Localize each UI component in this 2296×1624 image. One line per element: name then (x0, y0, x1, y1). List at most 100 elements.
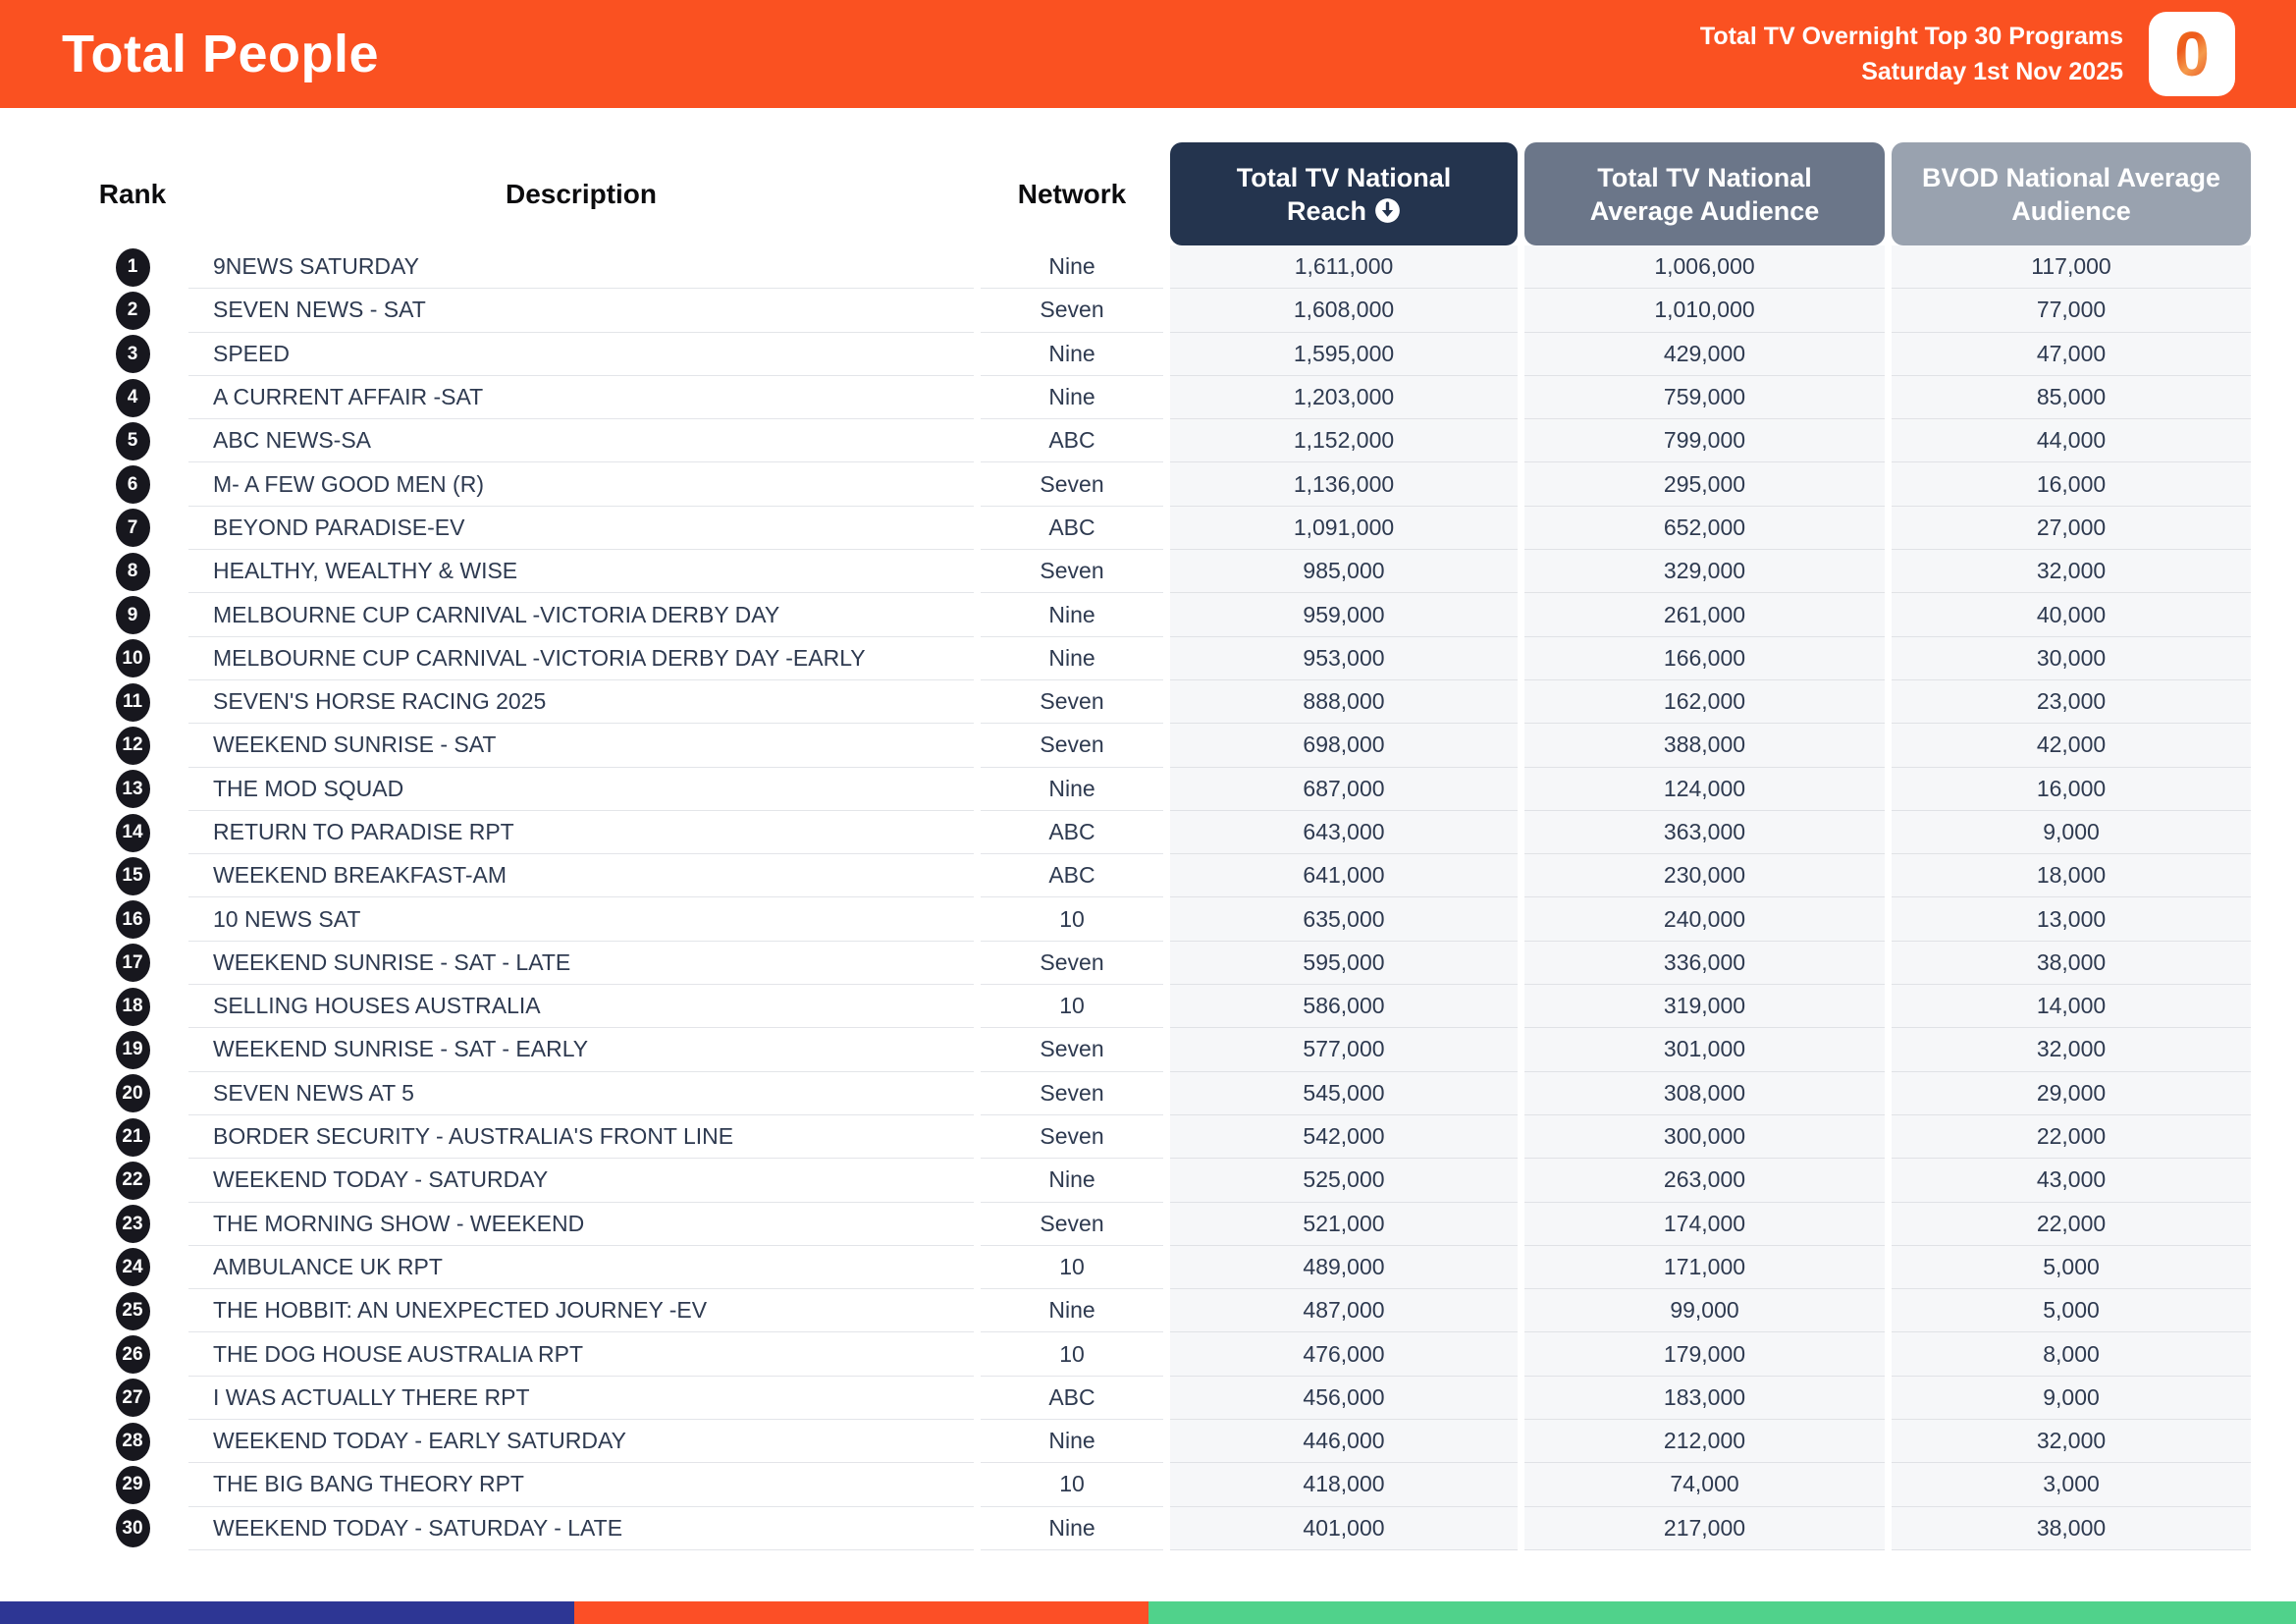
rank-badge: 24 (115, 1248, 150, 1287)
footer-segment-orange (573, 1601, 1148, 1624)
total-tv-reach-cell: 418,000 (1170, 1463, 1518, 1507)
description-cell: WEEKEND SUNRISE - SAT - LATE (188, 942, 974, 986)
network-cell: 10 (981, 897, 1163, 942)
total-tv-avg-audience-cell: 217,000 (1524, 1506, 1885, 1550)
rank-cell: 24 (83, 1246, 182, 1289)
bvod-avg-audience-cell: 16,000 (1892, 767, 2251, 811)
rank-badge: 3 (115, 335, 150, 374)
column-header-total-tv-reach[interactable]: Total TV National Reach (1170, 142, 1518, 245)
total-tv-reach-cell: 1,611,000 (1170, 245, 1518, 290)
network-cell: Nine (981, 593, 1163, 637)
table-row: 1 9NEWS SATURDAY Nine 1,611,000 1,006,000 117… (83, 245, 2251, 290)
total-tv-reach-cell: 487,000 (1170, 1289, 1518, 1333)
bvod-avg-audience-cell: 30,000 (1892, 636, 2251, 680)
total-tv-reach-cell: 1,152,000 (1170, 419, 1518, 463)
rank-cell: 5 (83, 419, 182, 462)
bvod-avg-audience-cell: 38,000 (1892, 1506, 2251, 1550)
description-cell: MELBOURNE CUP CARNIVAL -VICTORIA DERBY D… (188, 637, 974, 680)
description-cell: THE MORNING SHOW - WEEKEND (188, 1203, 974, 1246)
table-row: 8 HEALTHY, WEALTHY & WISE Seven 985,000 329,… (83, 550, 2251, 594)
description-cell: RETURN TO PARADISE RPT (188, 811, 974, 855)
rank-cell: 27 (83, 1377, 182, 1420)
rank-badge: 11 (115, 682, 150, 722)
network-cell: Nine (981, 333, 1163, 376)
total-tv-reach-cell: 542,000 (1170, 1114, 1518, 1160)
description-cell: WEEKEND SUNRISE - SAT (188, 724, 974, 768)
bvod-avg-audience-cell: 9,000 (1892, 1376, 2251, 1421)
total-tv-avg-audience-cell: 295,000 (1524, 462, 1885, 507)
table-row: 14 RETURN TO PARADISE RPT ABC 643,000 363,00… (83, 810, 2251, 855)
top-banner: Total People Total TV Overnight Top 30 P… (0, 0, 2296, 108)
network-cell: Nine (981, 245, 1163, 290)
bvod-avg-audience-cell: 77,000 (1892, 289, 2251, 333)
table-row: 12 WEEKEND SUNRISE - SAT Seven 698,000 388,0… (83, 724, 2251, 768)
rank-cell: 9 (83, 593, 182, 636)
rank-badge: 23 (115, 1205, 150, 1244)
bvod-avg-audience-cell: 5,000 (1892, 1289, 2251, 1333)
rank-badge: 19 (115, 1030, 150, 1069)
description-cell: 10 NEWS SAT (188, 897, 974, 942)
column-header-bvod-avg-audience[interactable]: BVOD National Average Audience (1892, 142, 2251, 245)
rank-cell: 6 (83, 462, 182, 506)
rank-cell: 7 (83, 507, 182, 550)
network-cell: ABC (981, 1377, 1163, 1421)
description-cell: WEEKEND TODAY - SATURDAY (188, 1159, 974, 1203)
description-cell: ABC NEWS-SA (188, 419, 974, 463)
column-header-total-tv-avg-audience[interactable]: Total TV National Average Audience (1524, 142, 1885, 245)
rank-badge: 4 (115, 378, 150, 417)
rank-cell: 13 (83, 768, 182, 811)
bvod-avg-audience-cell: 85,000 (1892, 375, 2251, 420)
table-row: 16 10 NEWS SAT 10 635,000 240,000 13,000 (83, 897, 2251, 942)
total-tv-reach-cell: 1,091,000 (1170, 506, 1518, 551)
total-tv-avg-audience-cell: 74,000 (1524, 1463, 1885, 1507)
rank-cell: 26 (83, 1332, 182, 1376)
table-row: 29 THE BIG BANG THEORY RPT 10 418,000 74,000… (83, 1463, 2251, 1507)
table-row: 9 MELBOURNE CUP CARNIVAL -VICTORIA DERBY … (83, 593, 2251, 637)
description-cell: HEALTHY, WEALTHY & WISE (188, 550, 974, 594)
rank-cell: 25 (83, 1289, 182, 1332)
report-subtitle: Total TV Overnight Top 30 Programs Satur… (1700, 19, 2123, 89)
total-tv-reach-cell: 1,608,000 (1170, 289, 1518, 333)
description-cell: BORDER SECURITY - AUSTRALIA'S FRONT LINE (188, 1115, 974, 1160)
total-tv-avg-audience-cell: 230,000 (1524, 854, 1885, 898)
table-header-row: Rank Description Network Total TV Nation… (83, 142, 2251, 245)
description-cell: WEEKEND TODAY - SATURDAY - LATE (188, 1507, 974, 1550)
bvod-avg-audience-cell: 13,000 (1892, 897, 2251, 942)
table-row: 18 SELLING HOUSES AUSTRALIA 10 586,000 319,0… (83, 985, 2251, 1029)
footer-segment-blue (0, 1601, 574, 1624)
table-row: 23 THE MORNING SHOW - WEEKEND Seven 521,000… (83, 1202, 2251, 1246)
total-tv-avg-audience-cell: 261,000 (1524, 593, 1885, 637)
network-cell: Seven (981, 550, 1163, 594)
total-tv-avg-audience-cell: 212,000 (1524, 1420, 1885, 1464)
total-tv-avg-audience-cell: 799,000 (1524, 419, 1885, 463)
rank-cell: 22 (83, 1159, 182, 1202)
total-tv-reach-cell: 489,000 (1170, 1245, 1518, 1290)
total-tv-avg-audience-cell: 319,000 (1524, 985, 1885, 1029)
page-title: Total People (62, 25, 380, 83)
bvod-avg-audience-cell: 47,000 (1892, 332, 2251, 376)
rank-badge: 14 (115, 813, 150, 852)
table-row: 13 THE MOD SQUAD Nine 687,000 124,000 16,000 (83, 767, 2251, 811)
rank-badge: 6 (115, 465, 150, 505)
description-cell: SPEED (188, 333, 974, 376)
bvod-avg-audience-cell: 32,000 (1892, 550, 2251, 594)
rank-badge: 1 (115, 247, 150, 287)
description-cell: SEVEN NEWS AT 5 (188, 1072, 974, 1115)
rank-cell: 14 (83, 811, 182, 854)
rank-badge: 7 (115, 509, 150, 548)
bvod-avg-audience-cell: 40,000 (1892, 593, 2251, 637)
description-cell: SEVEN'S HORSE RACING 2025 (188, 680, 974, 725)
bvod-avg-audience-cell: 29,000 (1892, 1071, 2251, 1115)
table-row: 28 WEEKEND TODAY - EARLY SATURDAY Nine 446,… (83, 1420, 2251, 1464)
total-tv-reach-cell: 521,000 (1170, 1202, 1518, 1246)
network-cell: Seven (981, 942, 1163, 986)
rank-cell: 18 (83, 985, 182, 1028)
bvod-avg-audience-cell: 32,000 (1892, 1028, 2251, 1072)
bvod-avg-audience-cell: 9,000 (1892, 810, 2251, 855)
bvod-avg-audience-cell: 8,000 (1892, 1332, 2251, 1377)
rank-cell: 12 (83, 724, 182, 767)
total-tv-reach-cell: 698,000 (1170, 724, 1518, 768)
network-cell: Seven (981, 462, 1163, 507)
total-tv-reach-cell: 888,000 (1170, 679, 1518, 725)
